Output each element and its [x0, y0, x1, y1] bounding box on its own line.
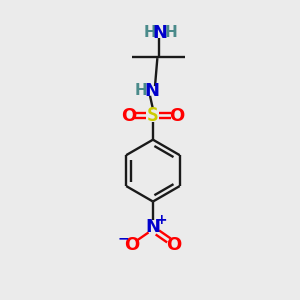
Text: N: N	[153, 23, 168, 41]
Text: S: S	[147, 106, 159, 125]
Text: H: H	[144, 25, 156, 40]
Text: H: H	[135, 83, 148, 98]
Text: N: N	[146, 218, 160, 236]
Text: O: O	[169, 106, 185, 124]
Text: O: O	[167, 236, 182, 254]
Text: +: +	[155, 213, 167, 227]
Text: O: O	[121, 106, 136, 124]
Text: O: O	[124, 236, 140, 254]
Text: N: N	[145, 82, 160, 100]
Text: −: −	[118, 231, 129, 245]
Text: H: H	[164, 25, 177, 40]
